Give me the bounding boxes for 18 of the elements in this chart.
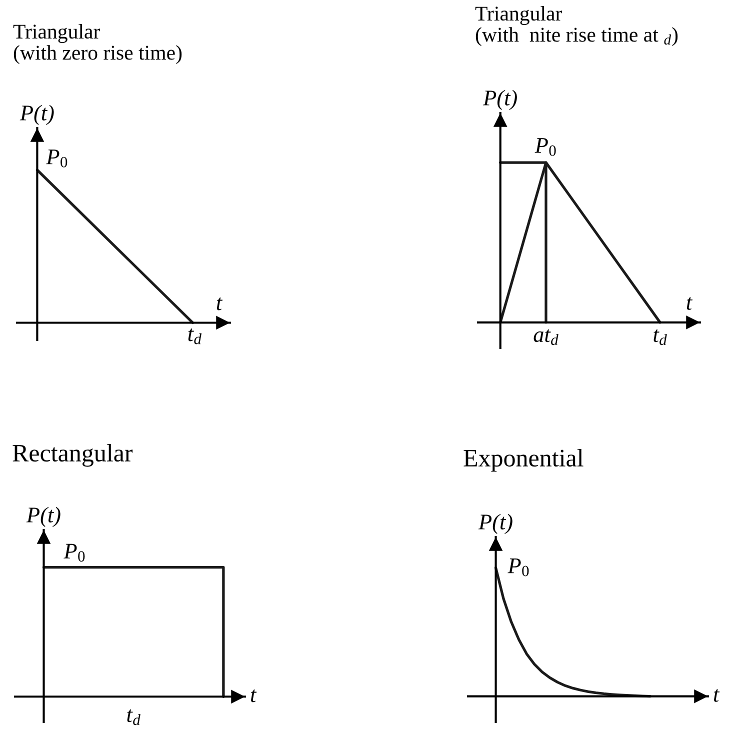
annotation: P$_{0}$ — [508, 558, 529, 576]
y-axis-title: P(t) — [478, 514, 512, 534]
x-axis-title: t — [686, 297, 693, 310]
chart-title: Exponential — [464, 449, 584, 472]
x-axis-title: t — [250, 689, 257, 702]
annotation: P$_{0}$ — [534, 138, 556, 156]
chart-title: Triangular (with nite rise time at $_{d}$) — [475, 6, 678, 46]
text: P$_{0}$ — [46, 150, 68, 168]
x-axis-title: t — [216, 298, 223, 310]
y-axis-title: P(t) — [26, 506, 60, 527]
text: t$_{d}$ — [127, 709, 140, 726]
y-axis-title: P(t) — [20, 104, 54, 125]
x-tick-label: at$_{d}$ — [534, 329, 558, 346]
text: P$_{0}$ — [64, 544, 85, 562]
y-axis-title: P(t) — [482, 90, 517, 110]
chart-title: Triangular (with zero rise time) — [13, 24, 182, 64]
chart-title: Rectangular — [12, 444, 133, 467]
x-axis-title: t — [714, 689, 720, 702]
